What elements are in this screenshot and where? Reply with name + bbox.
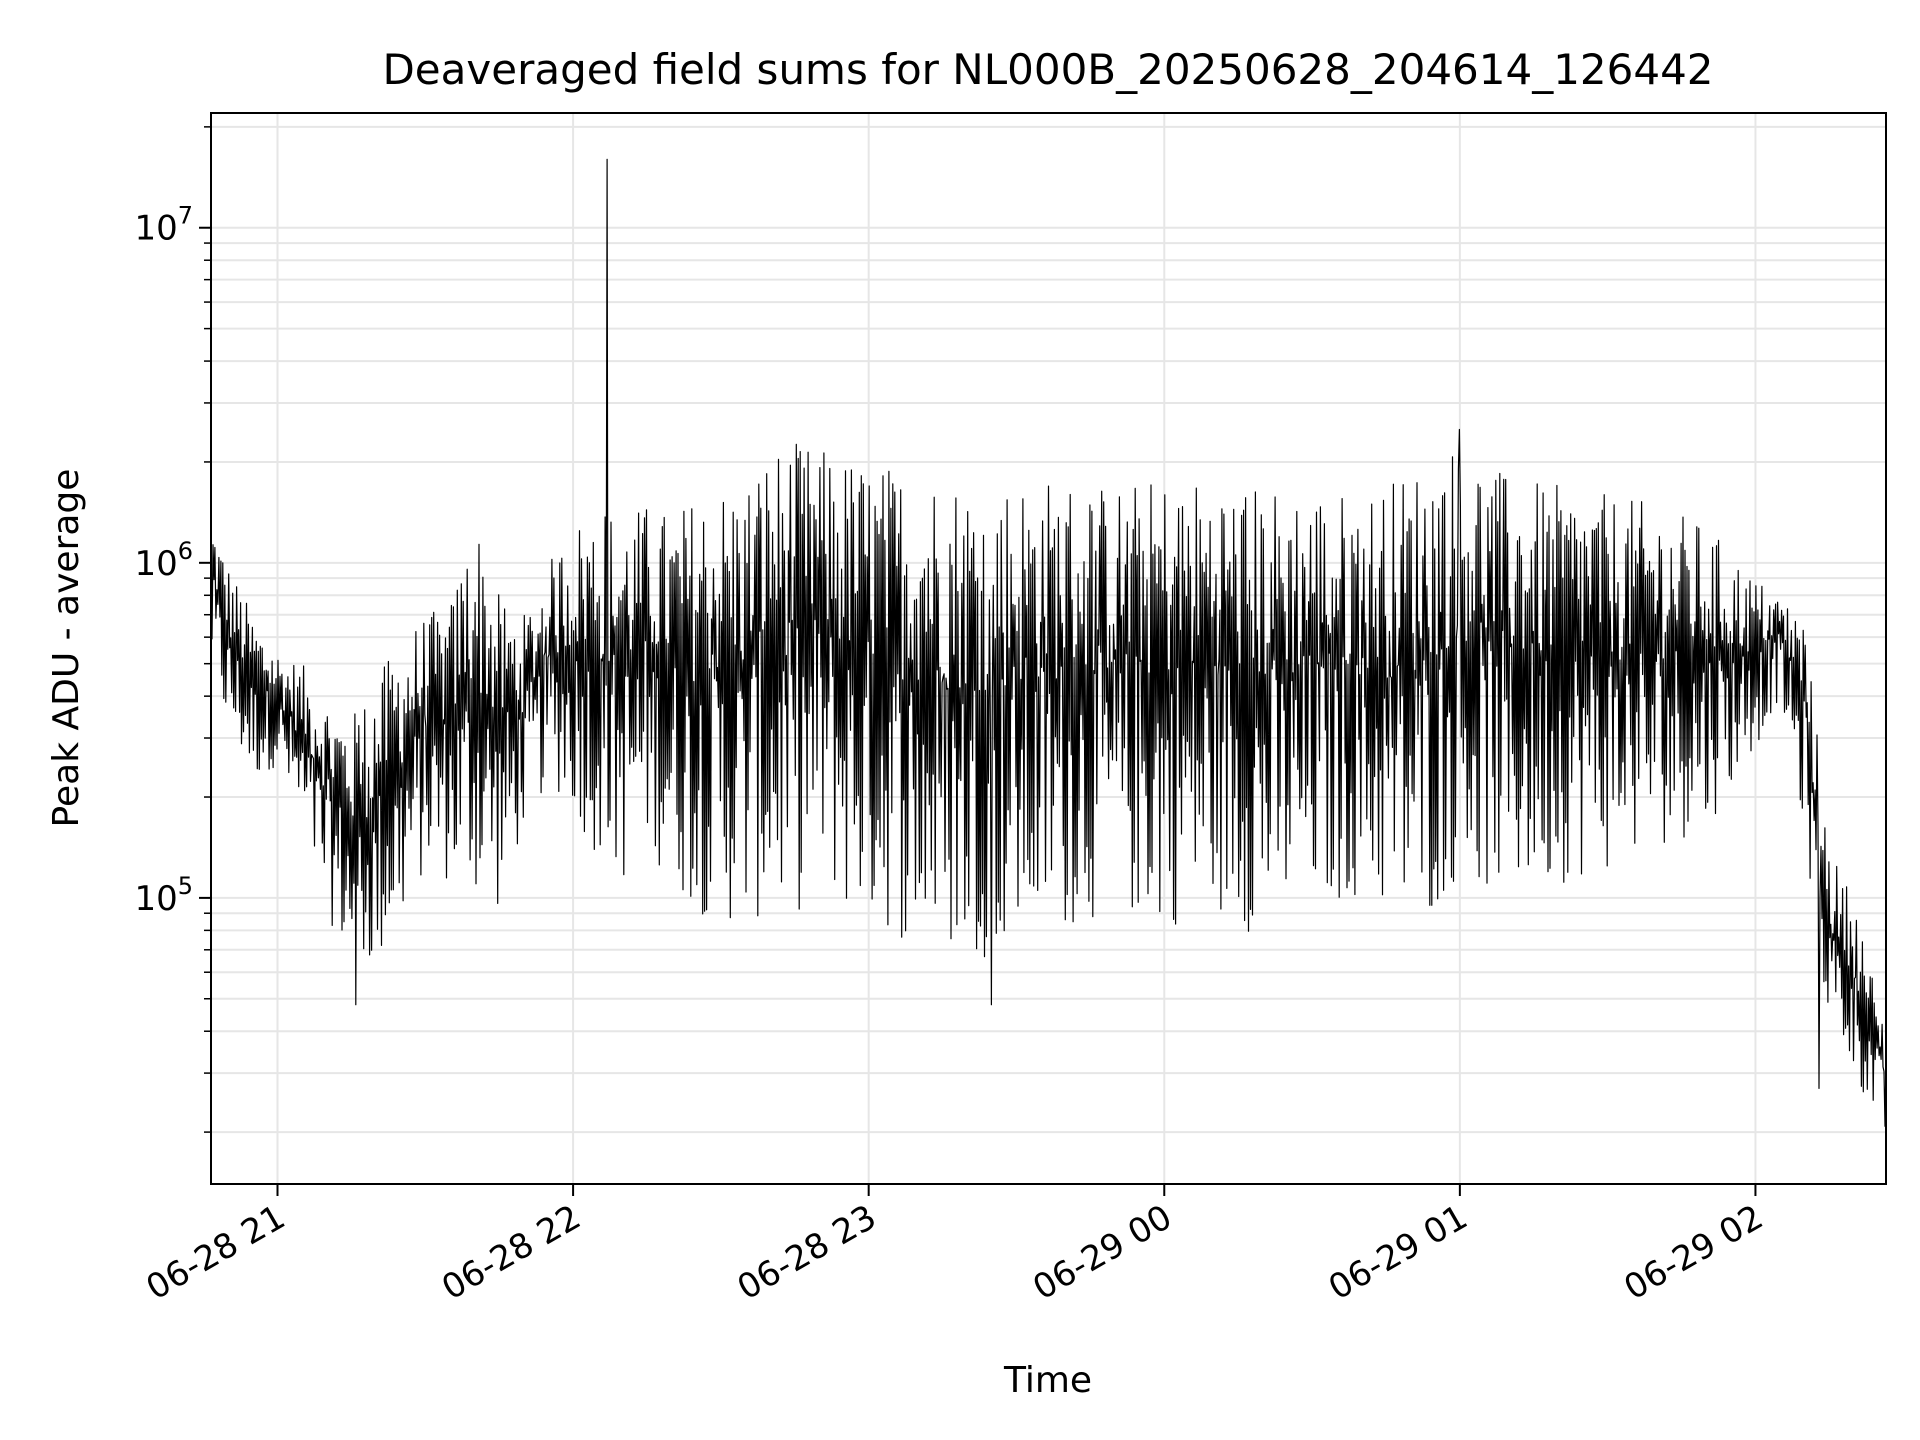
y-axis-label: Peak ADU - average bbox=[46, 469, 87, 828]
series-line bbox=[210, 158, 1887, 1127]
y-axis: 105 106 107 bbox=[134, 126, 211, 1133]
y-tick-label: 107 bbox=[134, 202, 193, 249]
plot-area bbox=[210, 158, 1887, 1127]
y-tick-label: 105 bbox=[134, 872, 193, 919]
chart-title: Deaveraged field sums for NL000B_2025062… bbox=[382, 45, 1713, 94]
y-tick-label: 106 bbox=[134, 537, 193, 584]
plot-frame bbox=[210, 112, 1887, 1185]
x-axis-label: Time bbox=[1003, 1360, 1092, 1401]
